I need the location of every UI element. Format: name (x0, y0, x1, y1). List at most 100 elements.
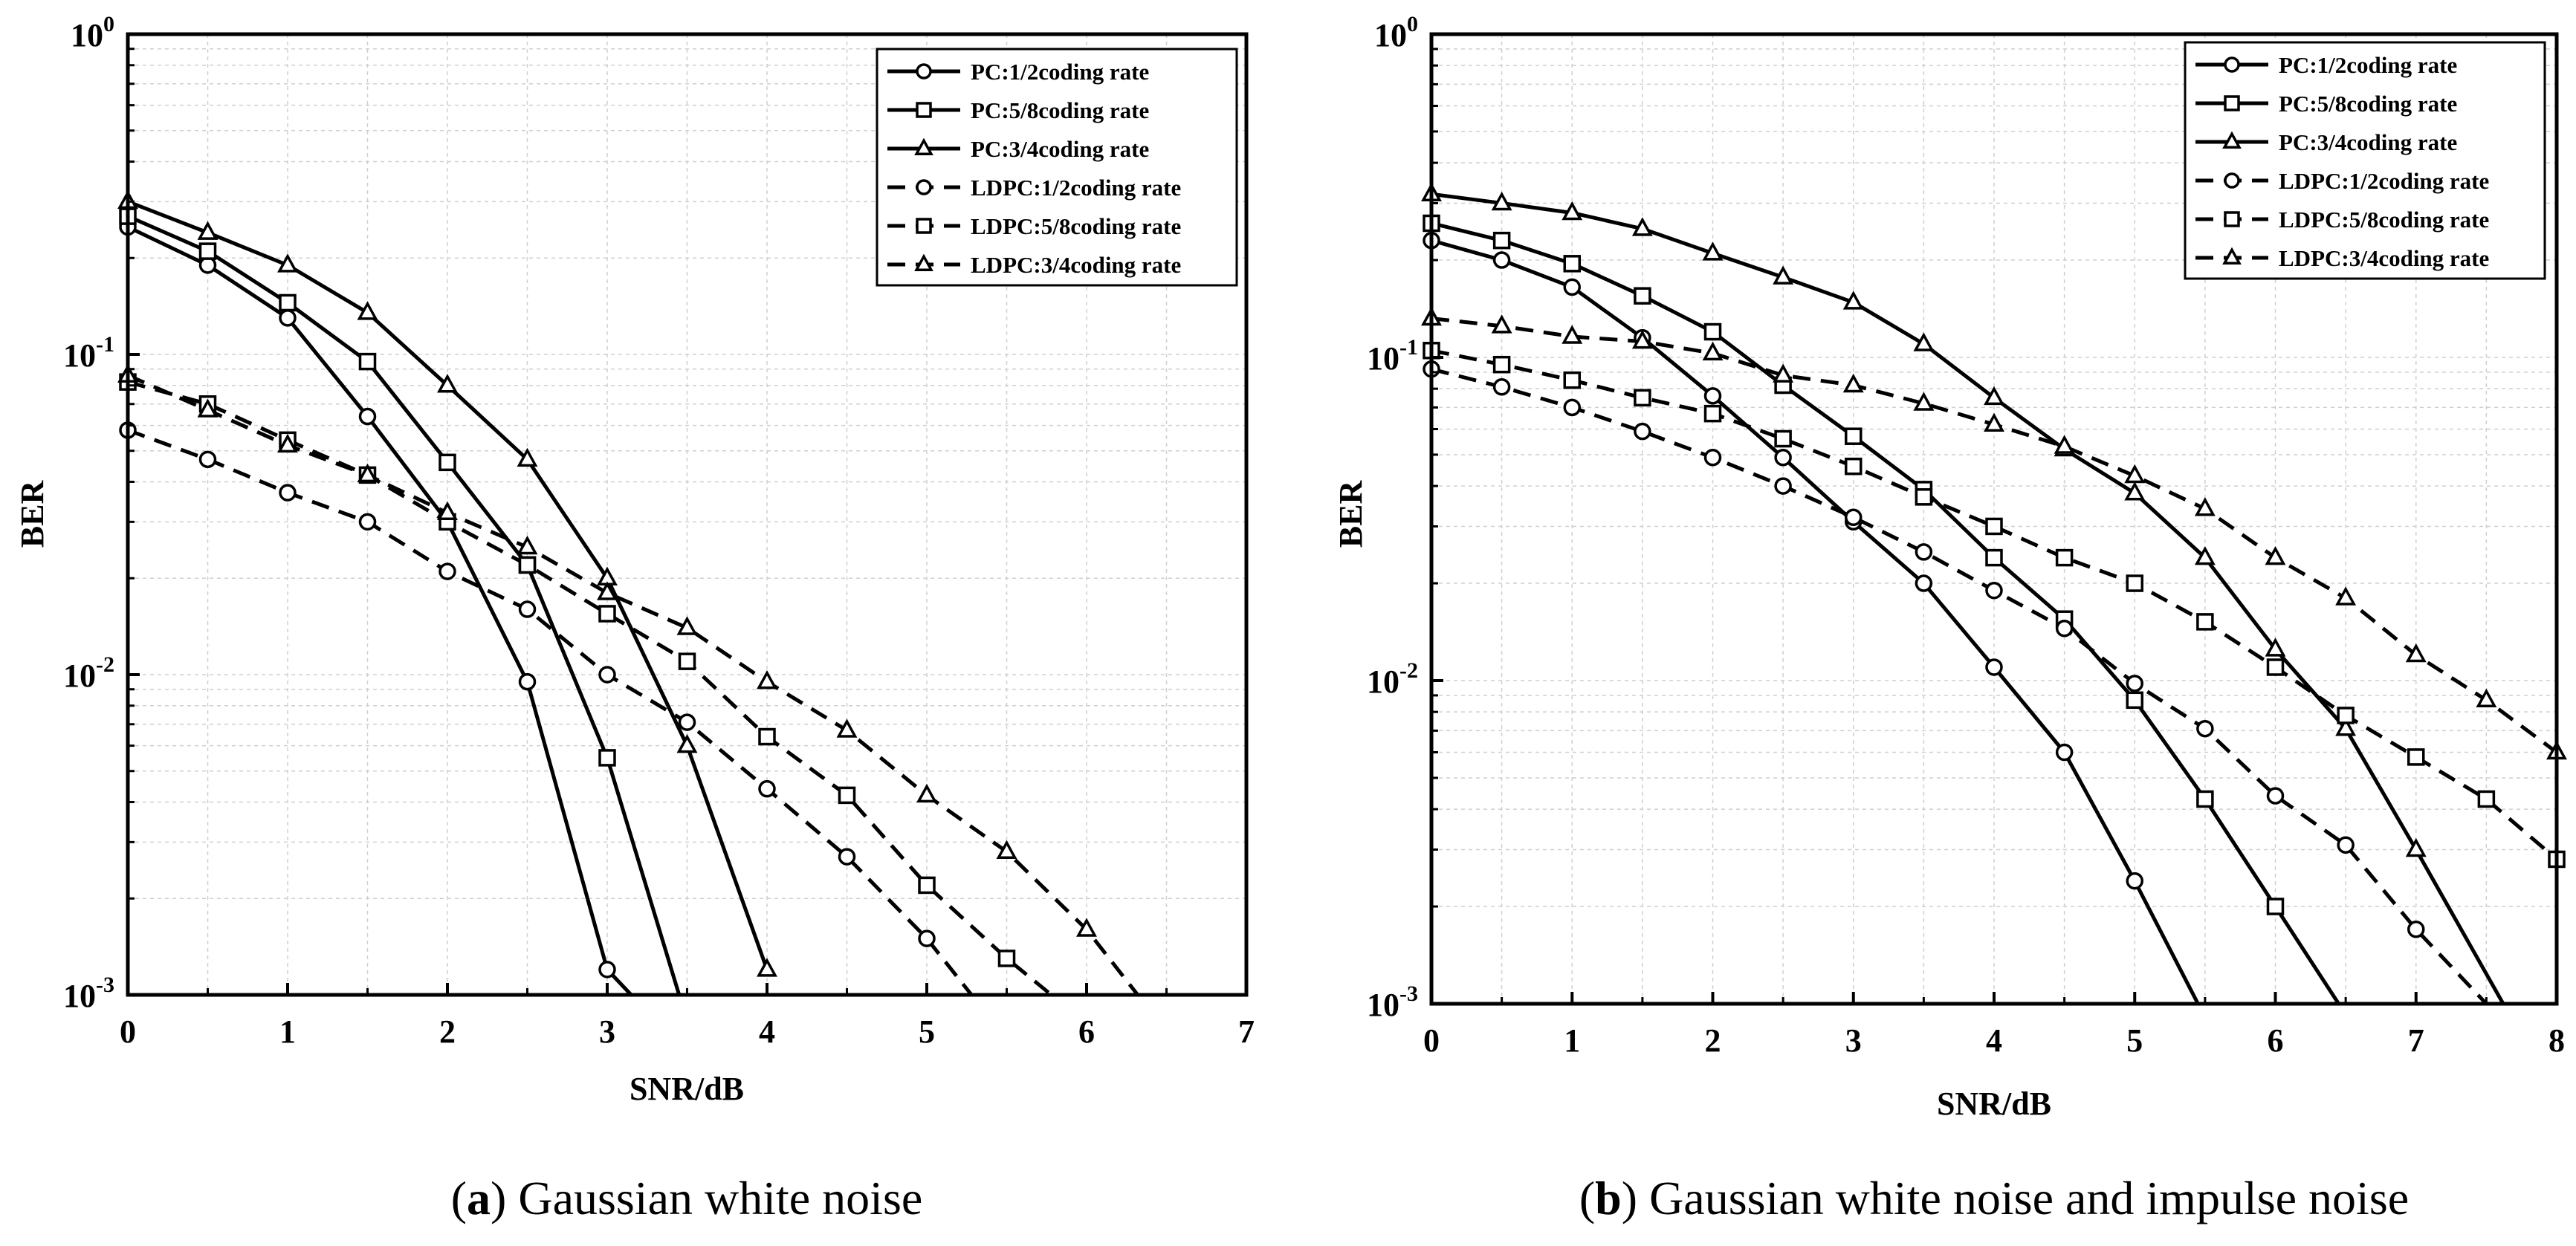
legend-label: LDPC:1/2coding rate (971, 175, 1181, 201)
data-point (1631, 217, 1653, 236)
data-point (836, 718, 858, 738)
data-point (1773, 363, 1794, 383)
data-point (1562, 201, 1583, 221)
data-point (1984, 386, 2004, 406)
legend-label: PC:3/4coding rate (971, 136, 1149, 162)
x-axis-label-a: SNR/dB (630, 1071, 744, 1107)
data-point (279, 309, 297, 327)
data-point (437, 501, 458, 521)
y-tick-label: 100 (71, 12, 114, 53)
data-point (277, 253, 298, 273)
data-point (1491, 191, 1512, 211)
legend-label: PC:1/2coding rate (971, 59, 1149, 85)
y-tick-label: 10-1 (63, 332, 114, 374)
data-point (1842, 373, 1864, 393)
data-point (1631, 329, 1653, 349)
data-point (1845, 427, 1863, 445)
data-point (1491, 314, 1512, 334)
caption-text-b: Gaussian white noise and impulse noise (1649, 1172, 2409, 1224)
x-tick-label: 2 (439, 1013, 456, 1050)
series-line-pc-1 (128, 214, 682, 995)
legend-marker (914, 137, 933, 155)
legend-label: LDPC:5/8coding rate (971, 213, 1181, 239)
legend-marker (2224, 172, 2240, 189)
data-point (598, 961, 616, 979)
data-point (996, 840, 1017, 860)
legend-marker (2224, 56, 2240, 73)
data-point (1492, 378, 1511, 396)
data-point (757, 669, 777, 689)
series-line-ldpc-4 (1431, 348, 2557, 861)
legend-a: PC:1/2coding rate PC:5/8coding rate PC:3/4… (876, 48, 1238, 287)
data-point (2055, 620, 2074, 637)
series-line-pc-1 (1431, 221, 2340, 1004)
x-tick-label: 1 (1564, 1022, 1580, 1059)
data-point (2126, 691, 2143, 710)
data-point (2337, 707, 2355, 724)
x-tick-label: 1 (279, 1013, 296, 1050)
data-point (2477, 790, 2496, 808)
data-point (438, 453, 456, 472)
data-point (1913, 392, 1935, 411)
series-line-ldpc-3 (128, 428, 974, 995)
data-point (2407, 921, 2425, 938)
data-point (358, 407, 377, 426)
legend-marker (2224, 95, 2240, 111)
legend-marker (916, 102, 932, 118)
data-point (2055, 548, 2074, 567)
y-tick-label: 100 (1374, 12, 1418, 53)
y-tick-label: 10-2 (1367, 658, 1418, 700)
series-line-pc-2 (1431, 192, 2505, 1004)
data-point (197, 221, 219, 240)
axis-ticks-b: 0 1 2 3 4 5 6 7 8 100 10-1 10-2 10-3 (1367, 12, 2565, 1059)
data-point (279, 484, 297, 502)
x-tick-label: 3 (1845, 1022, 1862, 1059)
data-point (1915, 543, 1933, 561)
data-point (438, 562, 456, 580)
data-point (2054, 435, 2075, 454)
data-point (2407, 748, 2425, 766)
legend-label: LDPC:3/4coding rate (971, 252, 1181, 278)
x-tick-label: 6 (2268, 1022, 2284, 1059)
data-point (2124, 481, 2146, 501)
data-point (838, 786, 856, 805)
x-tick-label: 7 (1238, 1013, 1255, 1050)
x-axis-label-b: SNR/dB (1937, 1086, 2051, 1122)
data-point (1563, 278, 1581, 296)
y-axis-label-a: BER (14, 480, 51, 548)
data-point (2405, 643, 2427, 663)
data-point (1703, 387, 1722, 405)
data-point (598, 605, 616, 623)
data-point (2476, 688, 2497, 708)
data-point (1913, 332, 1935, 351)
legend-label: PC:1/2coding rate (2279, 52, 2457, 78)
caption-text-a: Gaussian white noise (518, 1172, 922, 1224)
data-point (1563, 255, 1581, 273)
data-point (358, 352, 377, 371)
caption-letter-a: a (467, 1172, 491, 1224)
legend-b: PC:1/2coding rate PC:5/8coding rate PC:3/4… (2184, 41, 2546, 280)
data-point (1634, 389, 1651, 407)
chart-panel-b: 0 1 2 3 4 5 6 7 8 100 10-1 10-2 10-3 SNR/dB BER PC:1… (1333, 12, 2567, 1224)
y-axis-label-b: BER (1333, 480, 1369, 548)
data-point (277, 433, 298, 453)
axis-ticks-a: 0 1 2 3 4 5 6 7 100 10-1 10-2 10-3 (63, 12, 1255, 1050)
data-point (357, 463, 378, 483)
data-point (1563, 371, 1581, 389)
y-tick-label: 10-3 (1367, 981, 1418, 1023)
legend-marker (916, 63, 932, 80)
data-point (1492, 355, 1511, 374)
data-point (838, 848, 856, 866)
data-point (1985, 517, 2003, 536)
x-tick-label: 0 (120, 1013, 136, 1050)
legend-label: PC:3/4coding rate (2279, 129, 2457, 155)
data-point (1703, 404, 1722, 423)
data-point (518, 672, 537, 691)
x-tick-label: 7 (2408, 1022, 2424, 1059)
data-point (517, 535, 538, 555)
data-point (1773, 265, 1794, 285)
data-point (2055, 743, 2074, 762)
data-point (198, 450, 217, 469)
legend-label: PC:5/8coding rate (971, 97, 1149, 123)
data-point (2194, 497, 2216, 516)
